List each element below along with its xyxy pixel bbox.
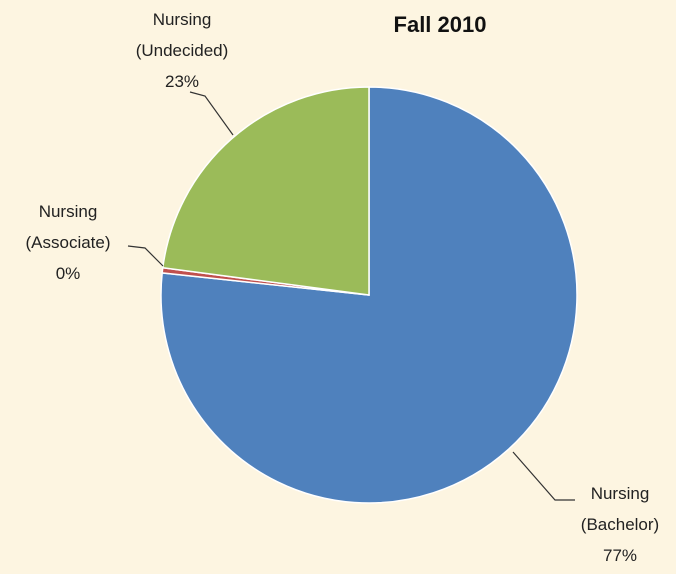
slice-label: Nursing (Undecided) xyxy=(135,10,229,60)
leader-line xyxy=(189,91,234,136)
chart-title: Fall 2010 xyxy=(393,12,487,37)
slice-label: Nursing (Associate) xyxy=(25,202,111,252)
pie-slice xyxy=(160,86,578,504)
slice-label: Nursing (Bachelor) xyxy=(580,484,660,534)
slice-value: 77% xyxy=(602,546,638,565)
slice-value: 0% xyxy=(55,264,81,283)
leader-line xyxy=(512,451,575,501)
pie-slice xyxy=(161,86,370,296)
slice-value: 23% xyxy=(164,72,200,91)
leader-line xyxy=(127,245,164,267)
